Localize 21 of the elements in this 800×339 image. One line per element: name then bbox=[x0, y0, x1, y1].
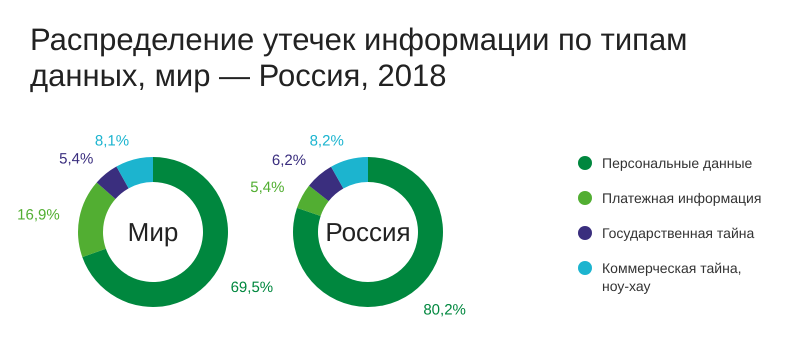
legend-label: Коммерческая тайна, ноу-хау bbox=[602, 260, 742, 294]
donut-slice bbox=[331, 157, 368, 188]
data-label: 16,9% bbox=[17, 206, 60, 224]
donut-slice bbox=[96, 166, 129, 199]
donut-slice bbox=[78, 182, 116, 258]
data-label: 6,2% bbox=[272, 152, 306, 170]
donut-slice bbox=[296, 186, 329, 216]
text: Мир bbox=[128, 217, 178, 248]
donut-slice bbox=[116, 157, 153, 188]
text: Россия bbox=[325, 217, 411, 248]
data-label: 8,2% bbox=[310, 132, 344, 150]
data-label: 5,4% bbox=[59, 150, 94, 168]
chart-title: Распределение утечек информации по типам данных, мир — Россия, 2018 bbox=[30, 22, 688, 93]
donut-slice bbox=[309, 166, 344, 202]
data-label: 80,2% bbox=[423, 301, 466, 318]
data-label: 5,4% bbox=[250, 179, 284, 196]
data-label: 8,1% bbox=[94, 132, 130, 150]
legend-label: Государственная тайна bbox=[602, 224, 754, 241]
data-label: 69,5% bbox=[230, 279, 274, 296]
legend-label: Платежная информация bbox=[602, 190, 762, 206]
legend-label: Персональные данные bbox=[602, 154, 753, 171]
